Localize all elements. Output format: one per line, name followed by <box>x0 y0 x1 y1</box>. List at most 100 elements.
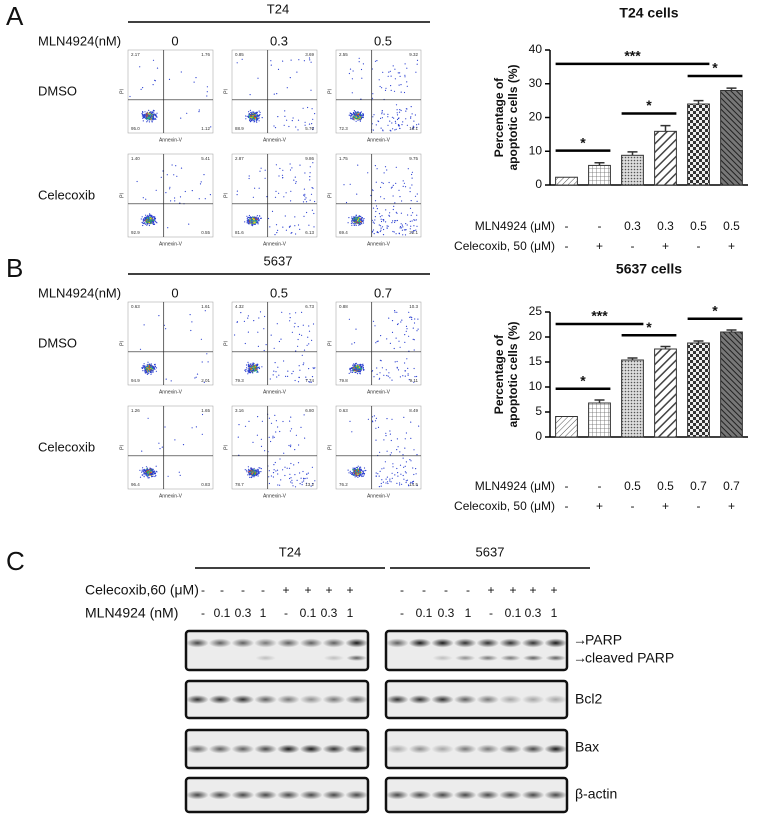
event-dot <box>206 95 208 97</box>
quadrant-value: 78.7 <box>235 482 244 487</box>
event-dot <box>400 212 402 214</box>
plot-frame <box>335 405 422 490</box>
event-dot <box>360 118 362 120</box>
event-dot <box>156 67 159 69</box>
panel-label: B <box>6 253 23 283</box>
event-dot <box>404 76 406 78</box>
event-dot <box>141 471 143 473</box>
event-dot <box>153 223 155 225</box>
event-dot <box>145 366 147 368</box>
event-dot <box>257 77 259 79</box>
event-dot <box>287 375 289 377</box>
event-dot <box>248 217 250 219</box>
event-dot <box>253 114 255 116</box>
quadrant-value: 92.9 <box>131 230 140 235</box>
event-dot <box>147 373 149 375</box>
event-dot <box>388 214 390 216</box>
event-dot <box>150 116 152 118</box>
event-dot <box>152 219 154 222</box>
event-dot <box>248 177 250 180</box>
event-dot <box>286 119 288 121</box>
event-dot <box>303 362 305 364</box>
event-dot <box>277 68 280 70</box>
event-dot <box>252 217 254 219</box>
event-dot <box>297 326 299 328</box>
event-dot <box>253 364 255 366</box>
event-dot <box>360 219 362 221</box>
event-dot <box>142 220 144 222</box>
event-dot <box>274 127 277 129</box>
event-dot <box>390 439 392 442</box>
quadrant-value: 10.3 <box>409 304 418 309</box>
event-dot <box>289 320 291 322</box>
event-dot <box>359 117 361 119</box>
event-dot <box>180 71 182 73</box>
event-dot <box>354 219 356 221</box>
event-dot <box>354 366 357 368</box>
event-dot <box>355 224 357 226</box>
event-dot <box>399 75 401 77</box>
event-dot <box>255 364 257 366</box>
event-dot <box>257 345 259 347</box>
event-dot <box>404 74 406 76</box>
event-dot <box>154 118 156 120</box>
event-dot <box>372 221 374 223</box>
event-dot <box>289 420 291 422</box>
event-dot <box>401 229 403 231</box>
event-dot <box>355 362 357 365</box>
event-dot <box>273 93 275 95</box>
event-dot <box>152 473 154 476</box>
dose-label: MLN4924(nM) <box>38 285 121 300</box>
event-dot <box>245 115 247 117</box>
event-dot <box>407 373 409 375</box>
event-dot <box>277 229 279 231</box>
event-dot <box>380 335 382 337</box>
event-dot <box>145 370 147 372</box>
event-dot <box>175 165 177 167</box>
event-dot <box>374 200 377 202</box>
event-dot <box>347 469 349 471</box>
event-dot <box>417 318 419 320</box>
event-dot <box>258 367 261 370</box>
event-dot <box>145 198 147 200</box>
event-dot <box>144 114 146 116</box>
event-dot <box>147 369 149 371</box>
event-dot <box>261 117 263 119</box>
event-dot <box>148 222 150 224</box>
event-dot <box>355 116 357 118</box>
event-dot <box>294 322 296 324</box>
event-dot <box>246 471 248 473</box>
event-dot <box>151 111 153 113</box>
event-dot <box>355 214 357 216</box>
event-dot <box>349 420 351 422</box>
quadrant-value: 4.32 <box>235 304 244 309</box>
event-dot <box>389 70 391 72</box>
event-dot <box>151 215 153 217</box>
event-dot <box>392 208 394 211</box>
event-dot <box>385 432 387 434</box>
event-dot <box>179 196 182 198</box>
event-dot <box>206 86 208 88</box>
event-dot <box>362 63 364 65</box>
event-dot <box>178 471 180 473</box>
event-dot <box>243 320 245 322</box>
event-dot <box>277 473 279 475</box>
event-dot <box>393 347 395 350</box>
event-dot <box>306 482 308 484</box>
event-dot <box>304 172 306 174</box>
event-dot <box>353 118 355 120</box>
event-dot <box>406 67 408 69</box>
event-dot <box>260 471 262 473</box>
event-dot <box>253 362 255 365</box>
event-dot <box>256 119 258 121</box>
event-dot <box>383 198 385 200</box>
event-dot <box>358 219 360 221</box>
event-dot <box>250 469 252 471</box>
event-dot <box>155 118 157 120</box>
event-dot <box>140 88 142 90</box>
event-dot <box>399 346 401 348</box>
event-dot <box>283 360 285 362</box>
event-dot <box>179 202 181 204</box>
event-dot <box>382 71 384 73</box>
